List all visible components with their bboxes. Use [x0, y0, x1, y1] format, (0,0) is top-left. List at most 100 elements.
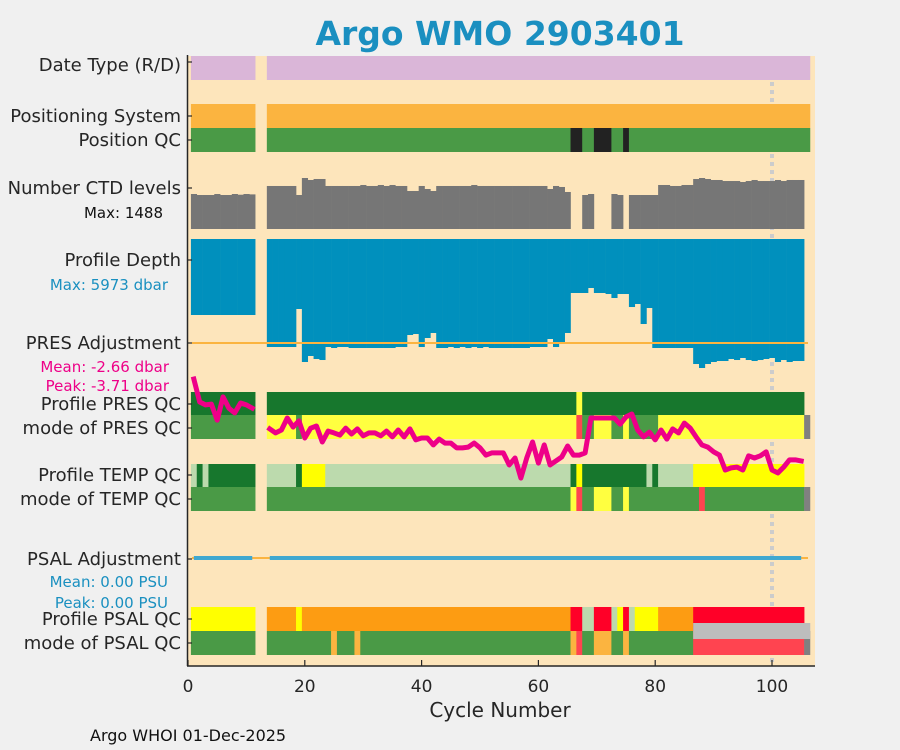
ctd-levels-bar: [658, 184, 665, 229]
x-ticks: 0 20 40 60 80 100: [183, 660, 788, 697]
profile-depth-bar: [412, 239, 419, 335]
label-profile-psal-qc: Profile PSAL QC: [42, 609, 181, 630]
profile-depth-bar: [553, 239, 560, 348]
ctd-levels-bar: [710, 179, 717, 229]
ctd-levels-bar: [558, 186, 565, 229]
profile-temp-qc-segment: [202, 464, 209, 487]
ctd-levels-bar: [190, 194, 198, 229]
profile-depth-bar: [301, 239, 309, 362]
profile-depth-bar: [482, 239, 490, 348]
profile-depth-bar: [640, 239, 647, 325]
profile-psal-qc-segment: [611, 607, 618, 631]
profile-depth-bar: [623, 239, 630, 295]
ctd-levels-bar: [529, 185, 536, 229]
ctd-levels-bar: [313, 178, 320, 229]
mode-temp-qc-segment: [611, 487, 624, 511]
footer-credit: Argo WHOI 01-Dec-2025: [90, 726, 286, 745]
ctd-levels-bar: [628, 195, 636, 229]
mode-pres-qc-segment: [623, 415, 630, 439]
ctd-levels-bar: [371, 185, 379, 229]
ctd-levels-bar: [564, 191, 571, 229]
ctd-levels-bar: [412, 190, 419, 229]
profile-depth-bar: [453, 239, 460, 349]
mode-temp-qc-segment: [576, 487, 583, 511]
ctd-levels-bar: [751, 179, 758, 229]
profile-depth-bar: [494, 239, 501, 349]
profile-depth-bar: [739, 239, 747, 359]
position-qc-segment: [582, 128, 595, 152]
profile-temp-qc-segment: [582, 464, 647, 487]
profile-depth-bar: [465, 239, 472, 349]
ctd-levels-bar: [447, 185, 455, 229]
profile-depth-bar: [634, 239, 641, 305]
ctd-levels-bar: [786, 179, 793, 229]
ctd-levels-bar: [377, 184, 384, 229]
profile-depth-bar: [512, 239, 519, 349]
ctd-levels-bar: [663, 184, 671, 229]
ctd-levels-bar: [348, 185, 355, 229]
profile-depth-bar: [570, 239, 577, 293]
profile-temp-qc-segment: [570, 464, 577, 487]
profile-depth-bar: [208, 239, 215, 316]
ctd-levels-bar: [681, 184, 688, 229]
ctd-levels-bar: [640, 195, 647, 229]
mode-temp-qc-segment: [704, 487, 805, 511]
profile-temp-qc-segment: [576, 464, 583, 487]
profile-depth-bar: [436, 239, 443, 349]
profile-depth-bar: [593, 239, 601, 293]
ctd-levels-bar: [506, 185, 513, 229]
ctd-levels-bar: [646, 195, 653, 229]
label-mode-pres-qc: mode of PRES QC: [23, 418, 181, 439]
ctd-levels-bar: [266, 185, 273, 229]
profile-temp-qc-segment: [325, 464, 571, 487]
profile-depth-bar: [693, 239, 700, 365]
ctd-levels-bar: [798, 179, 805, 229]
profile-pres-qc-segment: [582, 392, 805, 415]
mode-psal-qc-segment: [354, 631, 361, 655]
mode-temp-qc-segment: [628, 487, 700, 511]
ctd-levels-bar: [547, 189, 554, 229]
ctd-levels-bar: [716, 179, 723, 229]
profile-depth-bar: [658, 239, 665, 349]
ctd-levels-bar: [360, 184, 367, 229]
ctd-levels-bar: [617, 195, 624, 229]
position-qc-segment: [593, 128, 612, 152]
position-qc-segment: [266, 128, 571, 152]
profile-depth-bar: [202, 239, 209, 316]
x-tick-label: 0: [183, 677, 194, 697]
profile-temp-qc-segment: [196, 464, 203, 487]
profile-psal-qc-segment: [266, 607, 297, 631]
ctd-levels-bar: [237, 194, 244, 229]
ctd-levels-bar: [792, 179, 799, 229]
label-position-qc: Position QC: [78, 130, 181, 151]
profile-depth-bar: [266, 239, 273, 348]
ctd-levels-bar: [652, 195, 659, 229]
profile-psal-qc-segment: [570, 607, 583, 631]
profile-depth-bar: [284, 239, 291, 348]
ctd-levels-bar: [272, 185, 279, 229]
mode-temp-qc-segment: [593, 487, 612, 511]
profile-depth-bar: [675, 239, 682, 349]
ctd-levels-bar: [290, 185, 297, 229]
ctd-levels-bar: [214, 194, 221, 229]
profile-depth-bar: [582, 239, 589, 293]
profile-depth-bar: [710, 239, 717, 362]
ctd-levels-bar: [745, 181, 752, 229]
profile-psal-qc-segment: [634, 607, 659, 631]
ctd-levels-bar: [699, 178, 706, 229]
profile-depth-bar: [278, 239, 285, 348]
profile-depth-bar: [377, 239, 384, 349]
ctd-levels-bar: [669, 185, 676, 229]
ctd-levels-bar: [541, 185, 548, 229]
ctd-levels-bar: [722, 181, 729, 229]
profile-depth-bar: [792, 239, 799, 362]
position-qc-segment: [611, 128, 624, 152]
date-type-segment: [190, 56, 256, 80]
profile-temp-qc-segment: [658, 464, 694, 487]
psal-adjustment-mean: Mean: 0.00 PSU: [50, 573, 168, 591]
profile-depth-bar: [237, 239, 244, 316]
profile-temp-qc-segment: [301, 464, 326, 487]
profile-depth-bar: [716, 239, 723, 362]
mode-psal-qc-segment: [582, 631, 595, 655]
